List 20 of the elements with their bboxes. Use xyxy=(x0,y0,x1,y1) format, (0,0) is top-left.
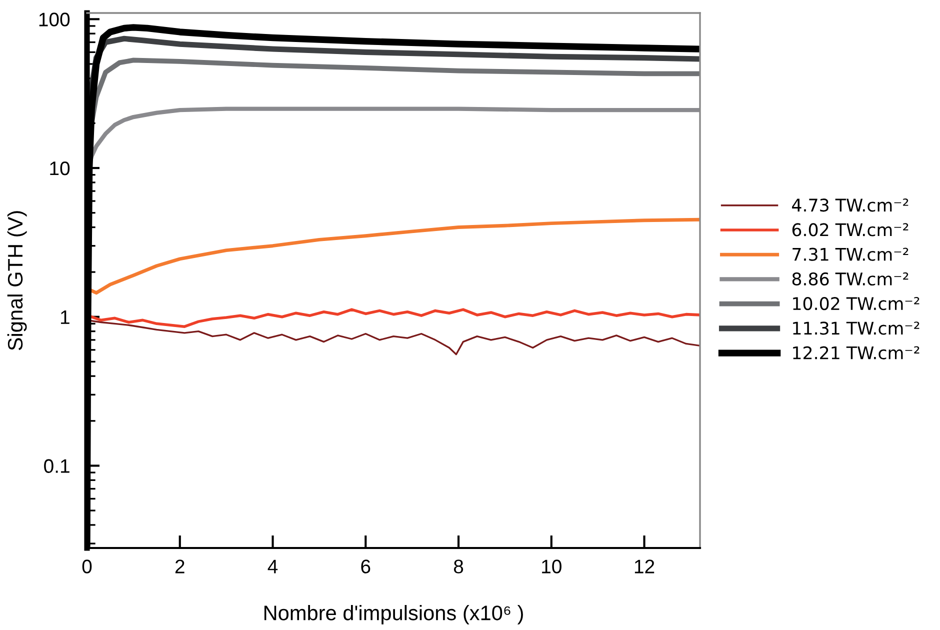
x-tick-label: 12 xyxy=(634,560,654,574)
legend-label: 12.21 TW.cm⁻² xyxy=(793,346,920,360)
x-tick-label: 4 xyxy=(268,560,278,574)
legend-label: 11.31 TW.cm⁻² xyxy=(793,322,920,335)
y-tick-label: 1 xyxy=(61,310,70,324)
legend-label: 10.02 TW.cm⁻² xyxy=(793,297,920,310)
legend-label: 8.86 TW.cm⁻² xyxy=(792,272,908,286)
x-tick-label: 2 xyxy=(175,560,184,574)
x-tick-label: 6 xyxy=(361,560,370,574)
x-tick-label: 0 xyxy=(82,560,92,574)
x-tick-label: 10 xyxy=(542,560,562,574)
x-axis-title: Nombre d'impulsions (x10⁶ ) xyxy=(264,605,523,624)
legend-label: 6.02 TW.cm⁻² xyxy=(792,223,908,236)
y-tick-label: 100 xyxy=(39,12,70,26)
x-tick-label: 8 xyxy=(454,560,464,574)
legend-label: 4.73 TW.cm⁻² xyxy=(792,198,908,212)
legend-label: 7.31 TW.cm⁻² xyxy=(792,248,908,261)
y-tick-label: 10 xyxy=(50,161,70,176)
y-tick-label: 0.1 xyxy=(44,459,70,473)
y-axis-title: Signal GTH (V) xyxy=(7,211,27,350)
